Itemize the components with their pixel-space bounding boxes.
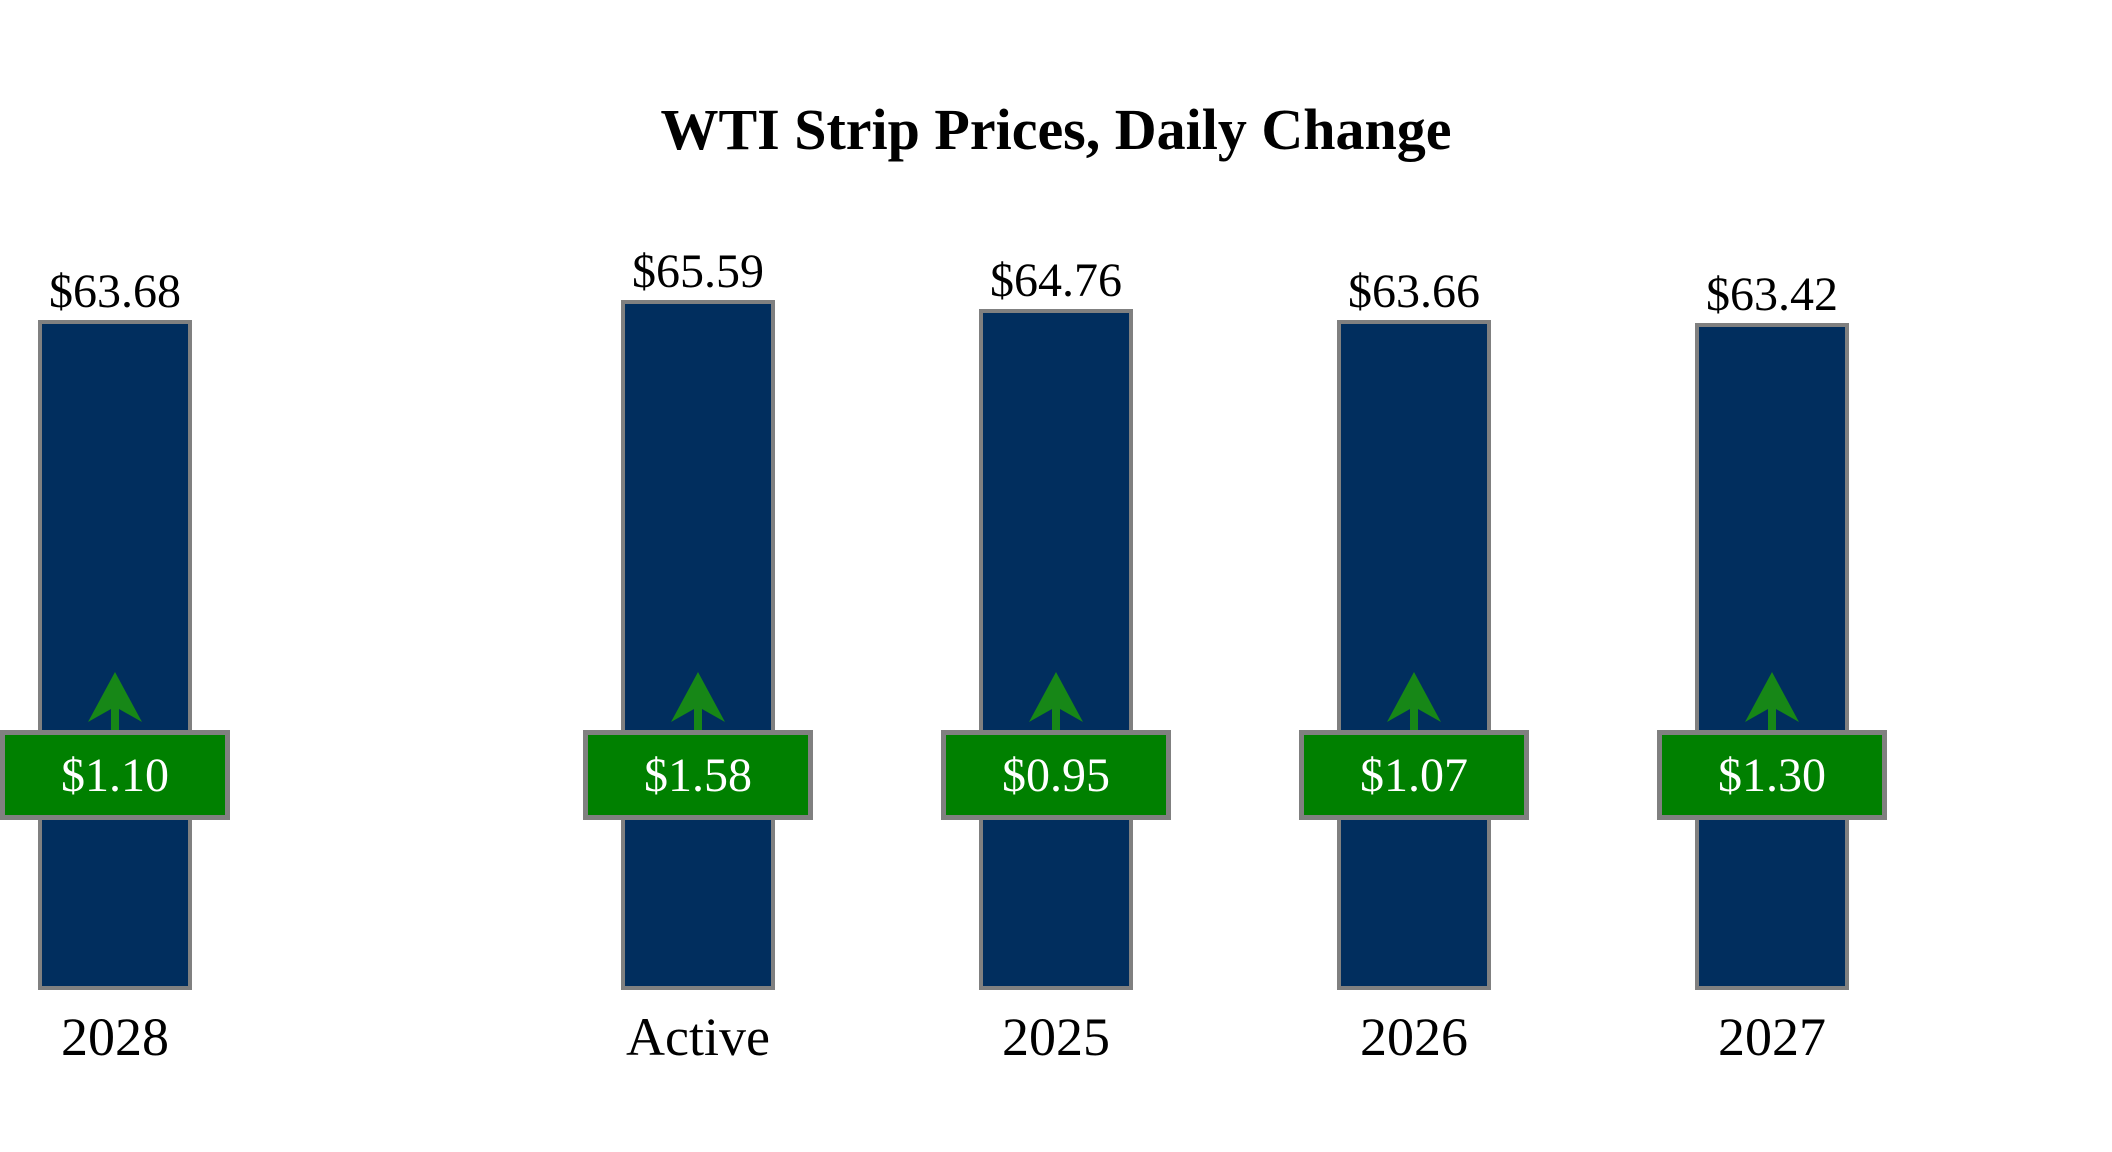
price-bar bbox=[1337, 320, 1491, 990]
price-bar bbox=[621, 300, 775, 990]
category-label: 2025 bbox=[1002, 1007, 1110, 1067]
price-label: $64.76 bbox=[990, 254, 1122, 307]
change-badge: $0.95 bbox=[941, 730, 1171, 820]
category-label: Active bbox=[626, 1007, 770, 1067]
change-badge: $1.10 bbox=[0, 730, 230, 820]
price-label: $63.68 bbox=[49, 265, 181, 318]
price-bar bbox=[38, 320, 192, 990]
price-bar bbox=[1695, 323, 1849, 990]
chart-title: WTI Strip Prices, Daily Change bbox=[660, 97, 1452, 162]
change-badge: $1.58 bbox=[583, 730, 813, 820]
up-arrow-icon bbox=[88, 672, 142, 730]
up-arrow-icon bbox=[1387, 672, 1441, 730]
up-arrow-icon bbox=[671, 672, 725, 730]
price-label: $63.66 bbox=[1348, 265, 1480, 318]
change-badge: $1.07 bbox=[1299, 730, 1529, 820]
change-badge: $1.30 bbox=[1657, 730, 1887, 820]
category-label: 2026 bbox=[1360, 1007, 1468, 1067]
up-arrow-icon bbox=[1029, 672, 1083, 730]
category-label: 2028 bbox=[61, 1007, 169, 1067]
price-bar bbox=[979, 309, 1133, 990]
price-label: $65.59 bbox=[632, 245, 764, 298]
price-label: $63.42 bbox=[1706, 268, 1838, 321]
up-arrow-icon bbox=[1745, 672, 1799, 730]
category-label: 2027 bbox=[1718, 1007, 1826, 1067]
